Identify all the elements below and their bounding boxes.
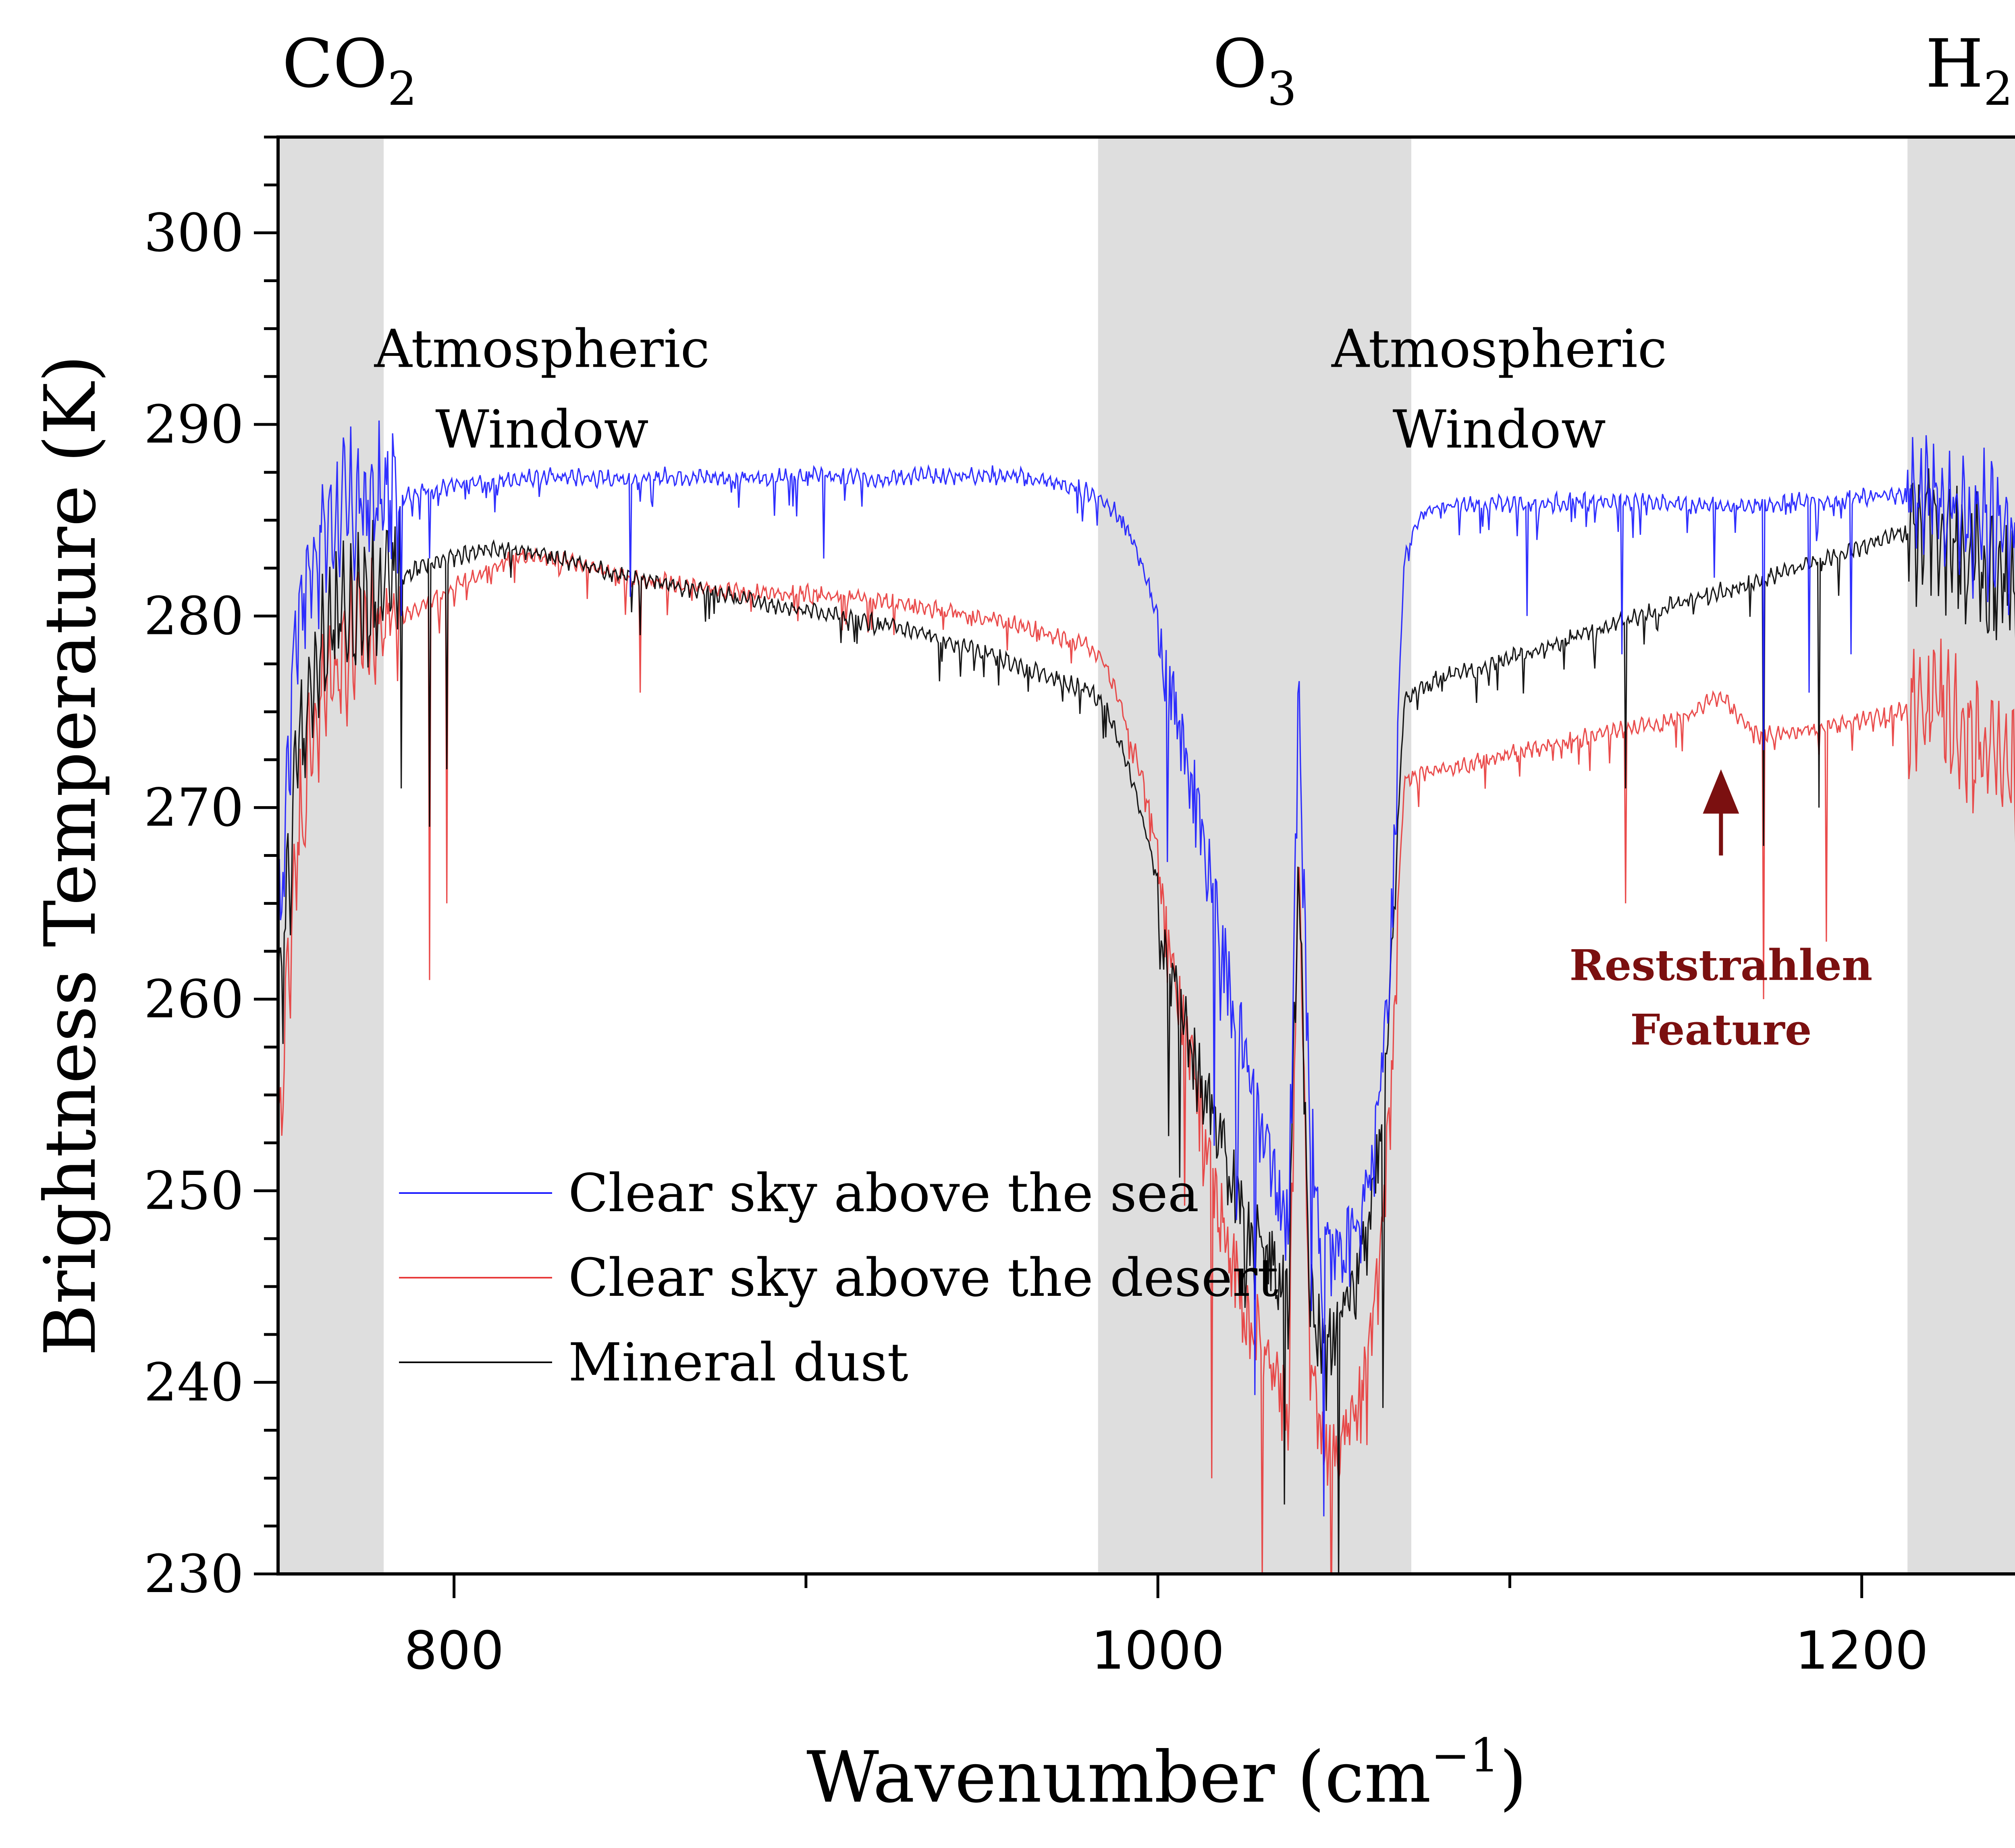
band-label-sub: 3 — [1267, 62, 1296, 116]
x-axis-title: Wavenumber (cm−1) — [806, 1729, 1527, 1819]
band-label-sub: 2 — [388, 62, 417, 116]
y-tick-label: 240 — [144, 1352, 244, 1413]
legend-label-1: Clear sky above the desert — [568, 1247, 1278, 1308]
band-label-2: H2O — [1926, 25, 2015, 116]
shaded-bands — [278, 137, 2015, 1574]
series-lines — [278, 420, 2015, 1574]
annotation-text-1-1: Window — [1393, 399, 1606, 460]
x-axis-title-sup: −1 — [1431, 1729, 1500, 1783]
x-tick-label: 1000 — [1091, 1620, 1225, 1681]
y-tick-label: 270 — [144, 777, 244, 838]
series-line-0 — [278, 420, 2015, 1517]
y-tick-label: 280 — [144, 585, 244, 646]
x-tick-label: 800 — [404, 1620, 504, 1681]
x-axis-title-main: Wavenumber (cm — [806, 1737, 1431, 1819]
annotation-text-1-0: Atmospheric — [1331, 318, 1667, 379]
shaded-band-0 — [278, 137, 384, 1574]
axis-labels: CO2O3H2OWavenumber (cm−1)Brightness Temp… — [30, 25, 2015, 1819]
annotation-text-0-0: Atmospheric — [374, 318, 710, 379]
band-label-sub: 2 — [1984, 62, 2013, 116]
y-tick-label: 300 — [144, 202, 244, 264]
y-tick-label: 250 — [144, 1160, 244, 1221]
reststrahlen-arrow-head — [1703, 769, 1739, 814]
x-tick-label: 1200 — [1795, 1620, 1928, 1681]
y-axis-title: Brightness Temperature (K) — [30, 355, 112, 1356]
band-label-main: CO — [282, 25, 388, 102]
y-tick-label: 290 — [144, 394, 244, 455]
annotation-text-2-1: Feature — [1630, 1004, 1812, 1054]
annotation-text-0-1: Window — [435, 399, 648, 460]
y-tick-label: 230 — [144, 1543, 244, 1605]
band-label-0: CO2 — [282, 25, 417, 116]
series-line-2 — [278, 468, 2015, 1574]
y-tick-label: 260 — [144, 969, 244, 1030]
band-label-1: O3 — [1213, 25, 1296, 116]
legend-label-2: Mineral dust — [568, 1332, 908, 1393]
band-label-main: O — [1213, 25, 1267, 102]
legend: Clear sky above the sea Clear sky above t… — [399, 1162, 1278, 1393]
annotation-text-2-0: Reststrahlen — [1569, 940, 1872, 990]
legend-label-0: Clear sky above the sea — [568, 1162, 1199, 1224]
band-label-main: H — [1926, 25, 1984, 102]
band-label-suffix: O — [2013, 25, 2015, 102]
axes: 230 240 250 260 270 280 290 300 800 1000 1200 — [144, 135, 2015, 1681]
annotations: Atmospheric Window Atmospheric Window Restst… — [374, 318, 1873, 1054]
x-axis-title-suffix: ) — [1500, 1737, 1527, 1819]
shaded-band-2 — [1907, 137, 2015, 1574]
